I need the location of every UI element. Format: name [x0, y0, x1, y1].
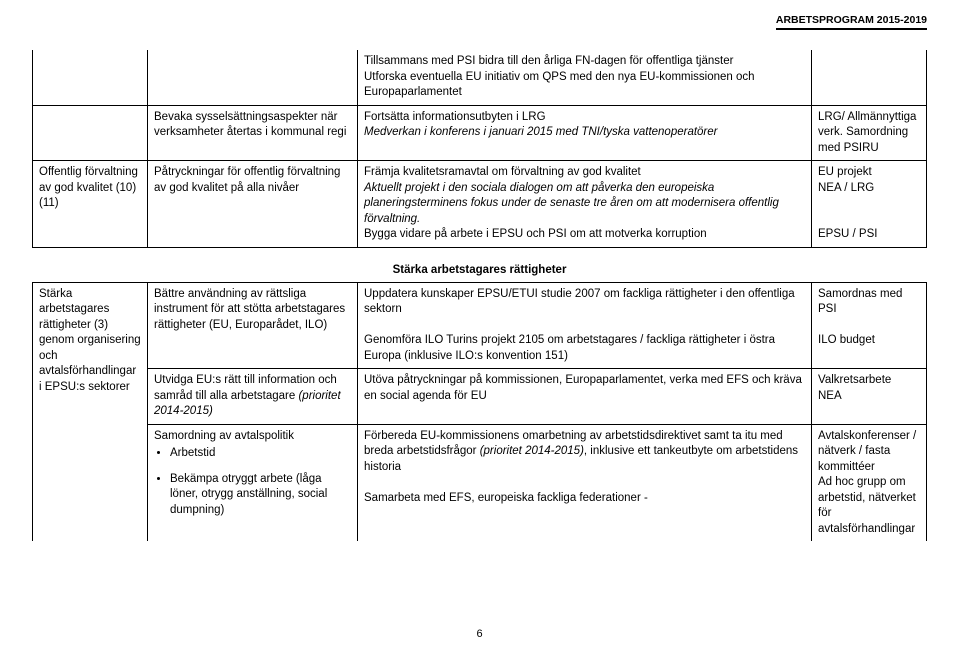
cell: LRG/ Allmännyttiga verk. Samordning med …	[812, 105, 927, 161]
cell-text: Fortsätta informationsutbyten i LRG	[364, 111, 546, 123]
cell	[33, 105, 148, 161]
table-row: Tillsammans med PSI bidra till den årlig…	[33, 50, 927, 105]
page-content: Tillsammans med PSI bidra till den årlig…	[32, 50, 927, 541]
cell-text: Bygga vidare på arbete i EPSU och PSI om…	[364, 228, 707, 240]
cell: EU projekt NEA / LRG EPSU / PSI	[812, 161, 927, 248]
bullet-list: Bekämpa otryggt arbete (låga löner, otry…	[170, 472, 351, 519]
section-title: Stärka arbetstagares rättigheter	[32, 254, 927, 282]
cell: Samordnas med PSI ILO budget	[812, 282, 927, 369]
cell: Främja kvalitetsramavtal om förvaltning …	[358, 161, 812, 248]
cell: Offentlig förvaltning av god kvalitet (1…	[33, 161, 148, 248]
page-footer: 6	[0, 628, 959, 640]
page-header: ARBETSPROGRAM 2015-2019	[776, 14, 927, 30]
lower-table: Stärka arbetstagares rättigheter (3) gen…	[32, 282, 927, 542]
cell: Samordning av avtalspolitik Arbetstid Be…	[148, 424, 358, 541]
cell: Utöva påtryckningar på kommissionen, Eur…	[358, 369, 812, 425]
cell-italic: Aktuellt projekt i den sociala dialogen …	[364, 182, 779, 225]
cell-text: ILO budget	[818, 334, 875, 346]
cell-italic: (prioritet 2014-2015)	[480, 445, 584, 457]
table-row: Stärka arbetstagares rättigheter (3) gen…	[33, 282, 927, 369]
cell-text: Samarbeta med EFS, europeiska fackliga f…	[364, 492, 648, 504]
cell-text: NEA / LRG	[818, 182, 874, 194]
cell-text: EU projekt	[818, 166, 872, 178]
cell: Förbereda EU-kommissionens omarbetning a…	[358, 424, 812, 541]
cell: Bättre användning av rättsliga instrumen…	[148, 282, 358, 369]
cell	[33, 50, 148, 105]
cell-italic: Medverkan i konferens i januari 2015 med…	[364, 126, 718, 138]
table-row: Offentlig förvaltning av god kvalitet (1…	[33, 161, 927, 248]
list-item: Bekämpa otryggt arbete (låga löner, otry…	[170, 472, 351, 519]
cell-text: EPSU / PSI	[818, 228, 877, 240]
cell: Utvidga EU:s rätt till information och s…	[148, 369, 358, 425]
cell: Valkretsarbete NEA	[812, 369, 927, 425]
cell-text: Samordnas med PSI	[818, 288, 902, 316]
cell: Fortsätta informationsutbyten i LRG Medv…	[358, 105, 812, 161]
table-row: Bevaka sysselsättningsaspekter när verks…	[33, 105, 927, 161]
cell: Avtalskonferenser / nätverk / fasta komm…	[812, 424, 927, 541]
cell-text: Uppdatera kunskaper EPSU/ETUI studie 200…	[364, 288, 795, 316]
list-item: Arbetstid	[170, 446, 351, 462]
cell: Uppdatera kunskaper EPSU/ETUI studie 200…	[358, 282, 812, 369]
table-row: Samordning av avtalspolitik Arbetstid Be…	[33, 424, 927, 541]
cell: Tillsammans med PSI bidra till den årlig…	[358, 50, 812, 105]
cell: Bevaka sysselsättningsaspekter när verks…	[148, 105, 358, 161]
cell-text: NEA	[818, 390, 842, 402]
cell-text: Genomföra ILO Turins projekt 2105 om arb…	[364, 334, 775, 362]
cell	[148, 50, 358, 105]
cell: Stärka arbetstagares rättigheter (3) gen…	[33, 282, 148, 541]
upper-table: Tillsammans med PSI bidra till den årlig…	[32, 50, 927, 248]
table-row: Utvidga EU:s rätt till information och s…	[33, 369, 927, 425]
page-number: 6	[476, 628, 482, 640]
cell-text: Samordning av avtalspolitik	[154, 430, 294, 442]
cell: Påtryckningar för offentlig förvaltning …	[148, 161, 358, 248]
cell-text: Valkretsarbete	[818, 374, 891, 386]
bullet-list: Arbetstid	[170, 446, 351, 462]
cell-text: Främja kvalitetsramavtal om förvaltning …	[364, 166, 641, 178]
header-title: ARBETSPROGRAM 2015-2019	[776, 14, 927, 26]
cell	[812, 50, 927, 105]
